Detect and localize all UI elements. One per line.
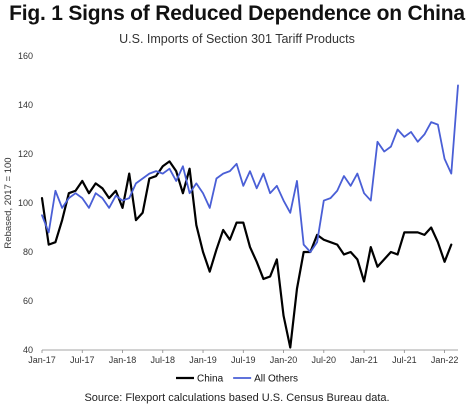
x-tick-label: Jan-20 bbox=[270, 355, 298, 365]
legend-label-all-others: All Others bbox=[254, 374, 298, 385]
y-tick-label: 140 bbox=[18, 100, 33, 110]
x-tick-label: Jan-18 bbox=[109, 355, 137, 365]
y-tick-label: 160 bbox=[18, 51, 33, 61]
y-tick-label: 60 bbox=[23, 296, 33, 306]
x-tick-label: Jan-22 bbox=[431, 355, 459, 365]
y-tick-label: 40 bbox=[23, 345, 33, 355]
x-tick-label: Jan-21 bbox=[350, 355, 378, 365]
series-line-china bbox=[40, 160, 453, 349]
x-tick-label: Jan-19 bbox=[189, 355, 217, 365]
x-tick-label: Jul-21 bbox=[392, 355, 417, 365]
legend: China All Others bbox=[176, 374, 298, 385]
source-note: Source: Flexport calculations based U.S.… bbox=[84, 392, 390, 404]
x-tick-label: Jan-17 bbox=[28, 355, 56, 365]
legend-label-china: China bbox=[197, 374, 224, 385]
axes: 40 60 80 100 120 140 160 Rebased, 2017 = 100 Jan… bbox=[3, 51, 458, 365]
x-tick-label: Jul-18 bbox=[151, 355, 176, 365]
series-layer bbox=[40, 84, 459, 349]
x-tick-label: Jul-20 bbox=[312, 355, 337, 365]
y-tick-label: 120 bbox=[18, 149, 33, 159]
chart-title: Fig. 1 Signs of Reduced Dependence on Ch… bbox=[9, 2, 465, 25]
chart-subtitle: U.S. Imports of Section 301 Tariff Produ… bbox=[119, 32, 355, 46]
x-tick-label: Jul-19 bbox=[231, 355, 256, 365]
y-axis-label: Rebased, 2017 = 100 bbox=[3, 157, 14, 248]
y-tick-label: 80 bbox=[23, 247, 33, 257]
y-tick-label: 100 bbox=[18, 198, 33, 208]
x-tick-label: Jul-17 bbox=[70, 355, 95, 365]
series-line-all-others bbox=[41, 84, 459, 253]
